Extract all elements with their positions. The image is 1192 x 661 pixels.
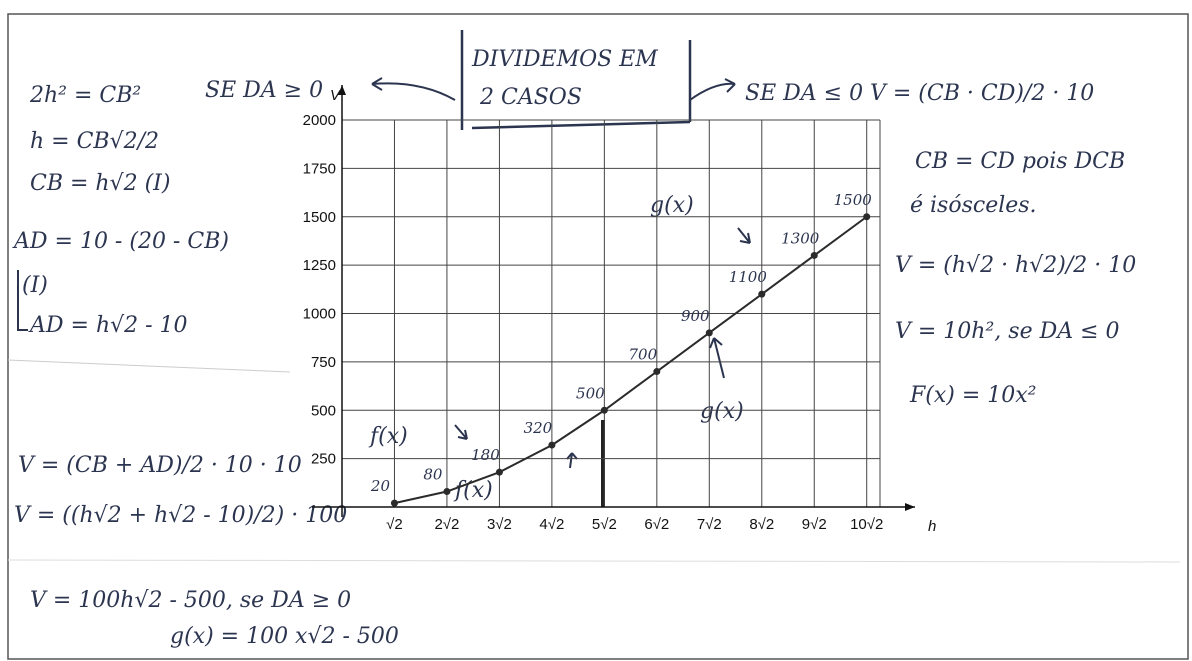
point [758, 291, 765, 298]
arrow [690, 79, 735, 100]
box-text: 2 CASOS [479, 85, 582, 110]
y-tick-label: 750 [311, 354, 336, 371]
note: AD = 10 - (20 - CB) [12, 229, 229, 254]
note: AD = h√2 - 10 [28, 313, 188, 338]
box-text: DIVIDEMOS EM [471, 47, 658, 72]
note: CB = h√2 (I) [30, 171, 170, 196]
note: V = (h√2 · h√2)/2 · 10 [895, 253, 1136, 278]
x-tick-label: 6√2 [644, 516, 669, 533]
data-label: 1300 [781, 229, 820, 247]
y-tick-label: 500 [311, 402, 336, 419]
x-tick-label: 5√2 [592, 516, 617, 533]
note: é isósceles. [910, 193, 1037, 218]
page: 2h² = CB² SE DA ≥ 0 h = CB√2/2 CB = h√2 … [0, 0, 1192, 661]
x-tick-label: 9√2 [802, 516, 827, 533]
x-tick-label: 8√2 [749, 516, 774, 533]
note: (I) [22, 273, 48, 298]
x-tick-label: 3√2 [487, 516, 512, 533]
point [391, 500, 398, 507]
x-tick-label: 4√2 [539, 516, 564, 533]
point [496, 469, 503, 476]
data-label: 320 [524, 419, 553, 437]
arrow [455, 425, 467, 439]
x-tick-label: 10√2 [850, 516, 883, 533]
annotation: f(x) [368, 424, 408, 449]
arrow [710, 338, 724, 378]
arrow [567, 453, 577, 468]
data-label: 80 [423, 466, 443, 484]
x-tick-label: √2 [386, 516, 403, 533]
point [863, 213, 870, 220]
y-tick-label: 1500 [303, 209, 336, 226]
data-label: 1500 [834, 191, 873, 209]
data-label: 180 [471, 446, 500, 464]
box [462, 30, 690, 130]
annotation: g(x) [700, 399, 744, 424]
arrow [738, 228, 750, 243]
note: F(x) = 10x² [909, 383, 1036, 408]
x-axis-arrow [905, 503, 915, 511]
data-label: 700 [629, 346, 658, 364]
note: V = (CB + AD)/2 · 10 · 10 [18, 453, 302, 478]
note: V = 100h√2 - 500, se DA ≥ 0 [30, 588, 351, 613]
note: SE DA ≤ 0 [745, 81, 863, 106]
scan: 2h² = CB² SE DA ≥ 0 h = CB√2/2 CB = h√2 … [0, 0, 1192, 661]
data-label: 500 [576, 384, 605, 402]
y-tick-label: 1750 [303, 160, 336, 177]
point [811, 252, 818, 259]
y-tick-label: 1250 [303, 257, 336, 274]
faint-line [8, 360, 290, 372]
note: V = 10h², se DA ≤ 0 [895, 319, 1120, 344]
point [601, 407, 608, 414]
y-tick-label: 1000 [303, 306, 336, 323]
x-tick-label: 2√2 [434, 516, 459, 533]
note: g(x) = 100 x√2 - 500 [170, 624, 399, 649]
note: 2h² = CB² [29, 83, 141, 108]
point [548, 442, 555, 449]
data-label: 20 [370, 477, 391, 495]
note: h = CB√2/2 [30, 129, 159, 154]
x-tick-label: 7√2 [697, 516, 722, 533]
note: V = (CB · CD)/2 · 10 [870, 81, 1094, 106]
note: SE DA ≥ 0 [205, 78, 323, 103]
y-tick-label: 250 [311, 451, 336, 468]
x-axis-label: h [928, 518, 936, 535]
arrow [372, 78, 455, 100]
data-label: 1100 [729, 268, 768, 286]
note: CB = CD pois DCB [915, 149, 1125, 174]
data-label: 900 [681, 307, 710, 325]
point [653, 368, 660, 375]
faint-line [8, 560, 1180, 562]
note: V = ((h√2 + h√2 - 10)/2) · 100 [14, 503, 347, 528]
y-tick-label: 2000 [303, 112, 336, 129]
point [443, 488, 450, 495]
point [706, 329, 713, 336]
